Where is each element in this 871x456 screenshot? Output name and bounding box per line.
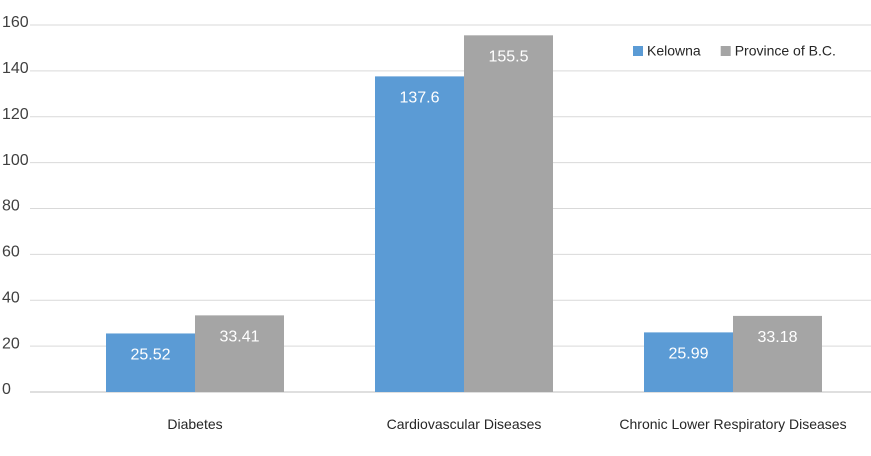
- x-tick-label: Cardiovascular Diseases: [386, 416, 542, 432]
- y-tick-label: 100: [2, 152, 29, 169]
- y-tick-label: 0: [2, 381, 11, 398]
- bar: [464, 35, 553, 393]
- y-tick-label: 80: [2, 198, 20, 215]
- y-tick-label: 160: [2, 14, 29, 31]
- y-tick-label: 40: [2, 289, 20, 306]
- data-label: 137.6: [399, 90, 439, 107]
- bar: [644, 332, 733, 392]
- x-tick-label: Diabetes: [167, 416, 223, 432]
- data-label: 25.99: [668, 346, 708, 363]
- y-tick-label: 140: [2, 60, 29, 77]
- bar: [106, 333, 195, 392]
- data-label: 33.18: [757, 329, 797, 346]
- legend-swatch: [720, 46, 731, 56]
- legend-swatch: [633, 46, 643, 56]
- y-tick-label: 60: [2, 244, 20, 261]
- legend-label: Province of B.C.: [735, 43, 836, 59]
- bar: [733, 315, 822, 392]
- data-label: 155.5: [488, 49, 528, 66]
- bar: [195, 315, 284, 392]
- y-tick-label: 120: [2, 106, 29, 123]
- legend-label: Kelowna: [647, 43, 701, 59]
- x-tick-label: Chronic Lower Respiratory Diseases: [619, 416, 847, 432]
- data-label: 33.41: [219, 329, 259, 346]
- bar: [375, 76, 464, 392]
- y-tick-label: 20: [2, 335, 20, 352]
- data-label: 25.52: [130, 347, 170, 364]
